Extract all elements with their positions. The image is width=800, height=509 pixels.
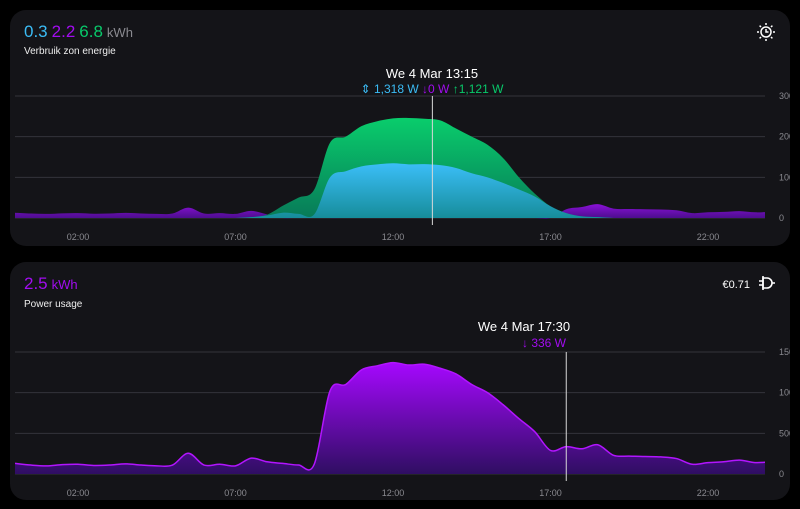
- x-tick-label: 02:00: [67, 232, 90, 242]
- self-use-total: 0.3: [24, 22, 48, 41]
- arrow-down-icon: ↓: [422, 82, 429, 96]
- y-tick-label: 1000: [779, 172, 790, 182]
- tooltip-title: We 4 Mar 17:30: [477, 319, 571, 334]
- series-group: [15, 117, 765, 219]
- x-tick-label: 02:00: [67, 488, 90, 498]
- tooltip-grid: 336 W: [531, 336, 567, 350]
- solar-chart[interactable]: 0 1000 2000 3000 02:00 07:00 12:00 17:00 22:00: [10, 10, 790, 246]
- x-tick-label: 12:00: [382, 488, 405, 498]
- x-tick-label: 17:00: [539, 232, 562, 242]
- x-tick-label: 22:00: [697, 488, 720, 498]
- x-tick-label: 12:00: [382, 232, 405, 242]
- tooltip-title: We 4 Mar 13:15: [385, 66, 479, 81]
- usage-value: 2.5: [24, 274, 48, 293]
- grid-total: 2.2: [51, 22, 76, 41]
- tooltip-values: ↓ 336 W: [522, 336, 566, 350]
- x-tick-label: 07:00: [224, 232, 247, 242]
- cost-value: €0.71: [722, 279, 750, 291]
- solar-clock-icon[interactable]: [756, 22, 776, 42]
- tooltip-values: ⇕ 1,318 W ↓0 W ↑1,121 W: [361, 82, 504, 96]
- arrow-down-icon: ↓: [521, 336, 528, 350]
- arrow-up-icon: ↑: [452, 82, 459, 96]
- x-tick-label: 17:00: [539, 488, 562, 498]
- usage-line: [15, 361, 765, 471]
- unit-label: kWh: [51, 277, 78, 292]
- y-tick-label: 2000: [779, 132, 790, 142]
- power-usage-card: 2.5 kWh Power usage €0.71 We 4 Mar 17:30 …: [10, 262, 790, 500]
- y-tick-label: 0: [779, 213, 784, 223]
- export-total: 6.8: [79, 22, 103, 41]
- series-group: [15, 361, 765, 474]
- solar-energy-card: 0.3 2.2 6.8 kWh Verbruik zon energie We 4 M…: [10, 10, 790, 246]
- usage-total: 2.5 kWh: [24, 274, 82, 294]
- energy-totals: 0.3 2.2 6.8 kWh: [24, 22, 137, 42]
- tooltip-export: 1,121 W: [458, 82, 504, 96]
- tooltip-self-use: 1,318 W: [373, 82, 419, 96]
- power-plug-icon[interactable]: [756, 274, 776, 294]
- tooltip-grid: 0 W: [428, 82, 450, 96]
- x-tick-label: 07:00: [224, 488, 247, 498]
- y-tick-label: 0: [779, 469, 784, 479]
- card-subtitle: Power usage: [24, 299, 83, 310]
- usage-area: [15, 362, 765, 474]
- y-tick-label: 3000: [779, 91, 790, 101]
- bidirectional-arrow-icon: ⇕: [360, 82, 371, 96]
- y-tick-label: 500: [779, 428, 790, 438]
- card-subtitle: Verbruik zon energie: [24, 46, 116, 57]
- y-tick-label: 1500: [779, 347, 790, 357]
- x-tick-label: 22:00: [697, 232, 720, 242]
- usage-chart[interactable]: 0 500 1000 1500 02:00 07:00 12:00 17:00 22:00: [10, 262, 790, 500]
- y-tick-label: 1000: [779, 388, 790, 398]
- self_use-area: [15, 163, 765, 219]
- unit-label: kWh: [106, 25, 133, 40]
- grid-area: [15, 204, 765, 219]
